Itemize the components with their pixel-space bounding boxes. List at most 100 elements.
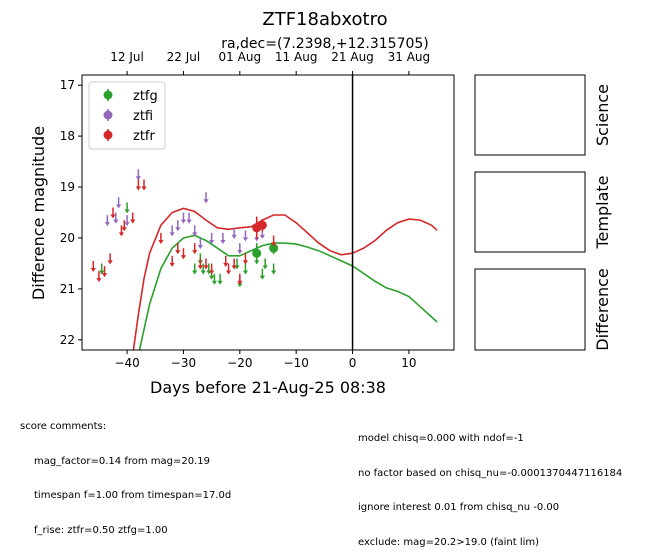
x-axis-label: Days before 21-Aug-25 08:38 bbox=[150, 378, 386, 397]
limit-arrowhead bbox=[203, 265, 209, 270]
limit-arrowhead bbox=[192, 250, 198, 255]
x-tick-label: 0 bbox=[349, 356, 357, 370]
ztfr-upper-limit bbox=[169, 255, 175, 267]
legend-item-ztfr: ztfr bbox=[103, 129, 155, 144]
ztfr-model-curve bbox=[132, 207, 438, 350]
limit-arrowhead bbox=[242, 237, 249, 242]
ztfr-upper-limit bbox=[107, 253, 113, 265]
ztfg-upper-limit bbox=[124, 202, 130, 214]
ztfg-detection bbox=[252, 243, 262, 264]
x-tick-label: 10 bbox=[401, 356, 416, 370]
ztfi-upper-limit bbox=[104, 215, 110, 227]
ztfi-upper-limit bbox=[186, 212, 192, 224]
limit-arrowhead bbox=[231, 234, 237, 239]
limit-arrowhead bbox=[192, 270, 198, 275]
ztfg-model-curve bbox=[138, 234, 438, 350]
light-curve-figure: ZTF18abxotro ra,dec=(7.2398,+12.315705) … bbox=[29, 9, 612, 397]
ztfg-upper-limit bbox=[262, 258, 268, 270]
y-tick-label: 21 bbox=[60, 282, 75, 296]
chart-title: ZTF18abxotro bbox=[262, 9, 387, 30]
panel-template bbox=[474, 171, 586, 253]
legend-item-ztfg: ztfg bbox=[103, 89, 158, 104]
ztfi-upper-limit bbox=[242, 230, 249, 242]
panel-label-template: Template bbox=[593, 175, 612, 249]
limit-arrowhead bbox=[96, 278, 102, 283]
ztfr-upper-limit bbox=[118, 225, 125, 237]
ztfr-upper-limit bbox=[225, 263, 232, 275]
limit-arrowhead bbox=[209, 270, 215, 275]
score-comments: score comments: mag_factor=0.14 from mag… bbox=[20, 398, 231, 548]
limit-arrowhead bbox=[254, 237, 260, 242]
limit-arrowhead bbox=[259, 234, 265, 239]
limit-arrowhead bbox=[197, 265, 203, 270]
ztfr-upper-limit bbox=[101, 266, 108, 278]
top-tick-label: 22 Jul bbox=[167, 50, 201, 64]
ztfr-upper-limit bbox=[231, 258, 237, 270]
limit-arrowhead bbox=[101, 273, 108, 278]
ztfr-upper-limit bbox=[242, 253, 249, 265]
limit-arrowhead bbox=[124, 209, 130, 214]
legend-marker bbox=[103, 90, 113, 100]
limit-arrowhead bbox=[135, 186, 141, 191]
ztfr-upper-limit bbox=[223, 255, 229, 267]
plot-axes: −40 −30 −20 −10 0 10 12 Jul 22 Jul 01 Aug 11 Aug 2… bbox=[60, 50, 430, 370]
limit-arrowhead bbox=[231, 265, 237, 270]
x-tick-label: −30 bbox=[171, 356, 196, 370]
legend-marker bbox=[103, 130, 113, 140]
ztfi-upper-limit bbox=[116, 197, 122, 209]
limit-arrowhead bbox=[130, 219, 136, 224]
limit-arrowhead bbox=[211, 280, 218, 285]
ztfr-upper-limit bbox=[180, 248, 187, 260]
limit-arrowhead bbox=[110, 214, 116, 219]
limit-arrowhead bbox=[237, 250, 243, 255]
score-comment-line: mag_factor=0.14 from mag=20.19 bbox=[34, 455, 211, 467]
legend-label: ztfr bbox=[133, 129, 155, 144]
ztfr-upper-limit bbox=[110, 207, 116, 219]
ztfr-upper-limit bbox=[96, 271, 102, 283]
ztfr-upper-limit bbox=[237, 273, 243, 285]
model-comment-line: no factor based on chisq_nu=-0.000137044… bbox=[358, 467, 623, 479]
limit-arrowhead bbox=[124, 222, 130, 227]
ztfg-upper-limit bbox=[200, 263, 206, 275]
ztfr-upper-limit bbox=[197, 258, 203, 270]
limit-arrowhead bbox=[175, 250, 181, 255]
ztfi-upper-limit bbox=[175, 220, 181, 232]
chart-subtitle: ra,dec=(7.2398,+12.315705) bbox=[221, 36, 429, 52]
ztfg-upper-limit bbox=[192, 263, 198, 275]
limit-arrowhead bbox=[200, 270, 206, 275]
y-axis-label: Difference magnitude bbox=[29, 126, 48, 300]
limit-arrowhead bbox=[186, 219, 192, 224]
limit-arrowhead bbox=[192, 232, 198, 237]
limit-arrowhead bbox=[99, 270, 105, 275]
ztfr-upper-limit bbox=[271, 235, 277, 247]
y-tick-label: 17 bbox=[60, 78, 75, 92]
limit-arrowhead bbox=[104, 222, 110, 227]
model-comment-line: ignore interest 0.01 from chisq_nu -0.00 bbox=[358, 502, 560, 513]
limit-arrowhead bbox=[220, 239, 226, 244]
limit-arrowhead bbox=[217, 280, 223, 285]
ztfr-upper-limit bbox=[135, 179, 141, 191]
limit-arrowhead bbox=[141, 186, 147, 191]
ztfr-detection bbox=[257, 219, 267, 232]
limit-arrowhead bbox=[116, 204, 122, 209]
legend-marker bbox=[103, 110, 113, 120]
ztfi-upper-limit bbox=[231, 227, 237, 239]
legend-label: ztfi bbox=[133, 109, 153, 124]
limit-arrowhead bbox=[121, 227, 127, 232]
limit-arrowhead bbox=[180, 255, 187, 260]
ztfg-upper-limit bbox=[217, 273, 223, 285]
x-tick-label: −10 bbox=[284, 356, 309, 370]
score-comment-line: timespan f=1.00 from timespan=17.0d bbox=[34, 490, 232, 501]
ztfi-upper-limit bbox=[203, 192, 209, 204]
limit-arrowhead bbox=[225, 270, 232, 275]
model-comment-line: model chisq=0.000 with ndof=-1 bbox=[358, 433, 524, 444]
ztfr-upper-limit bbox=[130, 212, 136, 224]
top-tick-label: 01 Aug bbox=[219, 50, 262, 64]
detection-marker bbox=[257, 220, 267, 230]
panel-difference bbox=[474, 268, 586, 351]
ztfi-upper-limit bbox=[113, 212, 119, 224]
ztfi-upper-limit bbox=[209, 232, 215, 244]
ztfr-upper-limit bbox=[158, 232, 164, 244]
top-tick-label: 11 Aug bbox=[275, 50, 318, 64]
plot-frame bbox=[81, 74, 455, 351]
